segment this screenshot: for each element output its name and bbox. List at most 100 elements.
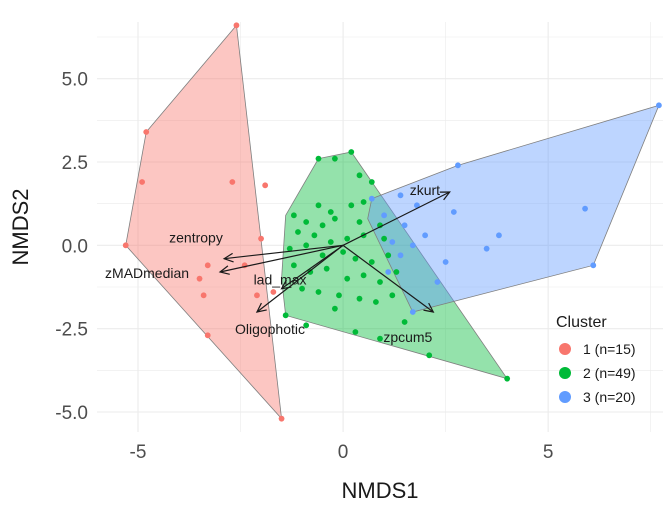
vector-label-lad-max: lad_max bbox=[254, 272, 307, 288]
data-point-cluster-1 bbox=[139, 179, 146, 185]
legend-title: Cluster bbox=[556, 314, 607, 331]
data-point-cluster-2 bbox=[344, 235, 351, 242]
data-point-cluster-2 bbox=[331, 305, 338, 312]
data-point-cluster-1 bbox=[200, 292, 207, 299]
data-point-cluster-3 bbox=[409, 309, 416, 315]
data-point-cluster-3 bbox=[368, 195, 375, 202]
grid-lines bbox=[97, 22, 663, 432]
data-point-cluster-2 bbox=[331, 155, 338, 162]
y-tick-label: -5.0 bbox=[55, 403, 88, 424]
data-point-cluster-3 bbox=[450, 209, 457, 215]
data-point-cluster-2 bbox=[299, 285, 305, 292]
data-point-cluster-3 bbox=[434, 279, 441, 285]
data-point-cluster-3 bbox=[385, 269, 392, 275]
data-point-cluster-1 bbox=[229, 179, 236, 185]
data-point-cluster-2 bbox=[303, 322, 310, 329]
data-point-cluster-3 bbox=[397, 192, 404, 199]
data-point-cluster-2 bbox=[377, 335, 383, 342]
vector-label-zkurt: zkurt bbox=[410, 182, 440, 198]
legend-label-1: 1 (n=15) bbox=[583, 341, 636, 357]
data-point-cluster-2 bbox=[327, 209, 334, 215]
data-point-cluster-2 bbox=[356, 219, 363, 225]
data-point-cluster-3 bbox=[397, 252, 404, 259]
vector-arrowhead bbox=[255, 302, 267, 313]
data-point-cluster-1 bbox=[122, 242, 129, 249]
data-point-cluster-2 bbox=[368, 179, 375, 185]
data-point-cluster-3 bbox=[483, 245, 490, 252]
data-point-cluster-2 bbox=[348, 202, 355, 209]
vector-zkurt bbox=[342, 191, 450, 246]
data-point-cluster-2 bbox=[344, 275, 351, 282]
x-tick-label: 0 bbox=[338, 442, 349, 463]
tick-labels: -5 0 5 -5.0 -2.5 0.0 2.5 5.0 bbox=[55, 70, 553, 463]
vector-arrowhead bbox=[222, 252, 234, 263]
legend-swatch-3 bbox=[559, 391, 571, 403]
data-point-cluster-2 bbox=[352, 255, 359, 262]
data-point-cluster-3 bbox=[590, 262, 597, 269]
y-tick-label: 5.0 bbox=[62, 70, 88, 91]
x-tick-label: 5 bbox=[543, 442, 554, 463]
vector-arrowhead bbox=[439, 191, 451, 201]
data-point-cluster-2 bbox=[323, 265, 330, 272]
data-point-cluster-2 bbox=[426, 352, 433, 359]
y-tick-label: 2.5 bbox=[62, 153, 88, 174]
data-point-cluster-2 bbox=[307, 269, 314, 275]
data-point-cluster-2 bbox=[381, 235, 388, 242]
data-point-cluster-1 bbox=[278, 415, 285, 422]
data-point-cluster-3 bbox=[422, 232, 429, 239]
data-point-cluster-2 bbox=[356, 172, 363, 179]
data-point-cluster-2 bbox=[356, 295, 363, 302]
data-point-cluster-1 bbox=[258, 235, 264, 242]
loading-vectors bbox=[218, 191, 451, 313]
vector-label-zmadmedian: zMADmedian bbox=[105, 265, 189, 281]
data-point-cluster-1 bbox=[204, 262, 211, 269]
vector-arrowhead bbox=[423, 302, 435, 313]
y-tick-label: -2.5 bbox=[55, 320, 88, 341]
data-point-cluster-2 bbox=[319, 252, 326, 259]
data-point-cluster-2 bbox=[286, 245, 293, 252]
legend-swatch-2 bbox=[559, 367, 571, 379]
x-tick-label: -5 bbox=[130, 442, 147, 463]
data-point-cluster-1 bbox=[262, 182, 269, 189]
vector-zpcum5 bbox=[342, 244, 434, 313]
data-point-cluster-2 bbox=[372, 299, 379, 305]
data-point-cluster-3 bbox=[409, 242, 416, 249]
data-point-cluster-2 bbox=[352, 329, 359, 335]
data-point-cluster-2 bbox=[368, 259, 375, 265]
data-point-cluster-2 bbox=[393, 269, 400, 275]
vector-arrowhead bbox=[218, 265, 230, 275]
x-axis-title: NMDS1 bbox=[341, 478, 418, 503]
legend-swatch-1 bbox=[559, 343, 571, 355]
data-point-cluster-2 bbox=[303, 242, 310, 249]
data-point-cluster-1 bbox=[204, 332, 211, 339]
vector-oligophotic bbox=[256, 244, 344, 313]
data-point-cluster-3 bbox=[414, 202, 420, 209]
data-point-cluster-2 bbox=[290, 212, 297, 219]
vector-label-zentropy: zentropy bbox=[169, 230, 223, 246]
data-point-cluster-2 bbox=[504, 375, 511, 382]
legend-label-2: 2 (n=49) bbox=[583, 365, 636, 381]
data-point-cluster-2 bbox=[327, 239, 334, 245]
data-point-cluster-1 bbox=[233, 22, 240, 29]
data-point-cluster-2 bbox=[315, 289, 322, 295]
vector-label-zpcum5: zpcum5 bbox=[383, 329, 432, 345]
data-point-cluster-3 bbox=[381, 212, 388, 219]
data-point-cluster-2 bbox=[389, 292, 396, 299]
data-point-cluster-2 bbox=[319, 222, 326, 229]
y-axis-title: NMDS2 bbox=[8, 188, 33, 265]
data-point-cluster-1 bbox=[196, 275, 203, 282]
data-point-cluster-3 bbox=[455, 162, 461, 169]
data-point-cluster-2 bbox=[401, 319, 408, 325]
data-point-cluster-2 bbox=[348, 149, 355, 155]
data-point-cluster-3 bbox=[582, 205, 588, 212]
data-point-cluster-1 bbox=[270, 289, 277, 295]
vector-zmadmedian bbox=[219, 244, 344, 273]
data-point-cluster-2 bbox=[360, 199, 367, 205]
data-point-cluster-2 bbox=[311, 232, 318, 239]
data-point-cluster-3 bbox=[389, 239, 396, 245]
legend-items: 1 (n=15) 2 (n=49) 3 (n=20) bbox=[559, 341, 636, 405]
data-point-cluster-2 bbox=[360, 272, 367, 279]
data-point-cluster-2 bbox=[295, 229, 301, 235]
data-point-cluster-3 bbox=[496, 232, 502, 239]
